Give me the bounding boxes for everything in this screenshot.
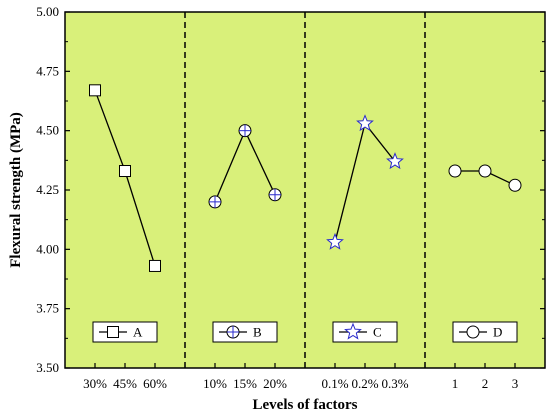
legend-marker: [466, 325, 480, 339]
x-axis: 30% 45% 60% 10% 15% 20% 0.1% 0.2% 0.3% 1 2 3: [83, 363, 518, 391]
data-point-D: [448, 164, 462, 178]
data-point-C: [326, 232, 344, 250]
plot-frame: [64, 11, 546, 369]
x-tick-label: 10%: [203, 376, 227, 391]
series-D: [448, 164, 522, 192]
series-C: [326, 114, 404, 250]
legend-label: C: [373, 325, 382, 340]
y-tick-label: 4.00: [36, 241, 59, 256]
data-point-A: [119, 165, 131, 178]
x-tick-label: 0.1%: [321, 376, 348, 391]
y-tick-label: 3.50: [36, 360, 59, 375]
data-point-D: [478, 164, 492, 178]
series-A: [89, 84, 161, 272]
legend-marker: [107, 326, 119, 338]
x-tick-label: 60%: [143, 376, 167, 391]
series-B: [208, 124, 282, 209]
legend-marker: [344, 322, 362, 340]
data-point-C: [356, 114, 374, 132]
x-tick-label: 2: [482, 376, 489, 391]
x-tick-label: 45%: [113, 376, 137, 391]
y-axis: 3.50 3.75 4.00 4.25 4.50 4.75 5.00: [36, 4, 545, 375]
x-axis-title: Levels of factors: [253, 397, 358, 413]
data-point-C: [386, 152, 404, 170]
data-point-A: [89, 84, 101, 97]
legend-B: B: [212, 321, 278, 343]
plot-background: [65, 12, 545, 368]
y-tick-label: 4.25: [36, 182, 59, 197]
x-tick-label: 15%: [233, 376, 257, 391]
legend-label: B: [253, 325, 262, 340]
data-point-A: [149, 259, 161, 272]
x-tick-label: 30%: [83, 376, 107, 391]
x-tick-label: 0.2%: [351, 376, 378, 391]
y-tick-label: 4.50: [36, 123, 59, 138]
x-tick-label: 0.3%: [381, 376, 408, 391]
x-tick-label: 1: [452, 376, 459, 391]
y-tick-label: 5.00: [36, 4, 59, 19]
data-point-D: [508, 178, 522, 192]
legend-D: D: [452, 321, 518, 343]
legend-C: C: [332, 321, 398, 343]
legend-label: D: [493, 325, 502, 340]
legends: A B C D: [92, 321, 518, 343]
y-axis-title: Flexural strength (MPa): [8, 112, 24, 268]
x-tick-label: 20%: [263, 376, 287, 391]
series-layer: [89, 84, 522, 272]
y-tick-label: 4.75: [36, 63, 59, 78]
y-tick-label: 3.75: [36, 301, 59, 316]
x-tick-label: 3: [512, 376, 519, 391]
legend-A: A: [92, 321, 158, 343]
legend-label: A: [133, 325, 143, 340]
